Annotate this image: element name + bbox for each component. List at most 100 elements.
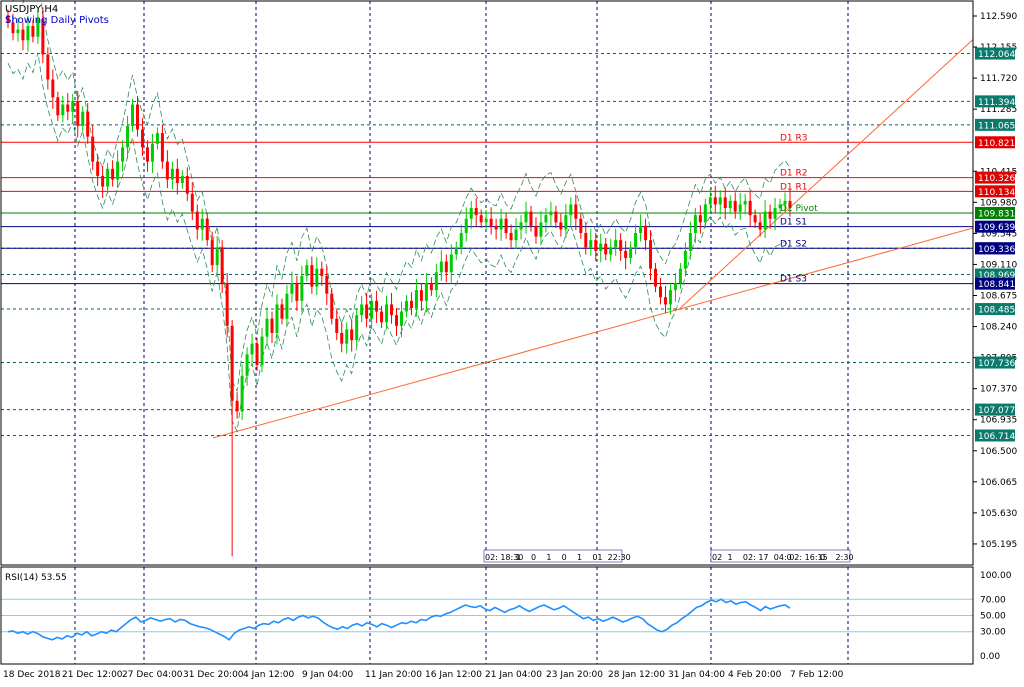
candle-body-72 (365, 304, 369, 319)
candle-body-11 (61, 104, 65, 116)
candle-body-134 (673, 283, 677, 291)
candle-2 (16, 18, 20, 42)
candle-body-123 (619, 240, 623, 251)
candle-94 (474, 198, 478, 227)
candle-89 (449, 244, 453, 284)
candle-68 (345, 322, 349, 354)
pivot-value-label-2-box (975, 185, 1015, 198)
candle-body-85 (429, 283, 433, 291)
candle-body-135 (678, 268, 682, 283)
candle-body-12 (66, 104, 70, 112)
session-b-label-4: 04:0 (774, 553, 792, 562)
candle-26 (136, 95, 140, 137)
candle-body-107 (539, 222, 543, 237)
y-tick-label-8: 108.675 (980, 291, 1017, 301)
candle-9 (51, 69, 55, 109)
candle-97 (489, 207, 493, 235)
candle-88 (444, 254, 448, 283)
candle-139 (698, 205, 702, 234)
trendline-lower (212, 227, 974, 439)
candle-body-26 (136, 104, 140, 130)
price-level-label-2-box (975, 118, 1015, 131)
candle-91 (459, 224, 463, 255)
candle-96 (484, 210, 488, 230)
pivot-label-1: D1 R2 (780, 169, 808, 179)
candle-body-53 (270, 318, 274, 333)
candle-15 (81, 105, 85, 132)
candle-54 (275, 294, 279, 345)
candle-body-47 (240, 375, 244, 412)
candle-body-78 (395, 315, 399, 326)
candle-body-5 (31, 25, 35, 37)
candle-109 (549, 201, 553, 227)
candle-body-86 (434, 272, 438, 291)
price-level-label-1-box (975, 95, 1015, 108)
price-level-label-0-box (975, 47, 1015, 60)
candle-65 (330, 287, 334, 325)
candle-43 (220, 240, 224, 293)
candle-101 (509, 224, 513, 248)
candle-body-103 (519, 222, 523, 230)
candle-body-154 (773, 208, 777, 219)
candle-body-144 (723, 197, 727, 209)
y-tick-label-6: 109.545 (980, 229, 1017, 239)
candle-body-105 (529, 211, 533, 226)
y-tick-label-9: 108.240 (980, 323, 1017, 333)
candle-body-48 (245, 354, 249, 376)
candle-145 (728, 195, 732, 214)
candle-body-39 (200, 218, 204, 230)
pivot-value-label-0-box (975, 136, 1015, 149)
candle-body-119 (599, 243, 603, 251)
candle-71 (360, 295, 364, 323)
price-level-label-6: 107.736 (978, 359, 1015, 369)
candle-17 (91, 125, 95, 171)
candle-5 (31, 20, 35, 43)
candle-77 (390, 292, 394, 324)
candle-body-131 (658, 286, 662, 298)
candle-31 (160, 124, 164, 169)
candle-78 (395, 307, 399, 336)
candle-83 (419, 283, 423, 311)
candle-body-32 (165, 161, 169, 180)
candle-body-89 (449, 254, 453, 273)
candle-body-106 (534, 225, 538, 237)
candle-body-69 (350, 329, 354, 341)
candle-body-41 (210, 240, 214, 266)
candle-body-79 (399, 311, 403, 326)
candle-body-125 (629, 247, 633, 259)
candle-body-44 (225, 283, 229, 326)
candle-146 (733, 192, 737, 219)
candle-body-118 (594, 240, 598, 251)
candle-147 (738, 193, 742, 221)
candle-111 (559, 213, 563, 237)
rsi-y-tick-label-2: 50.00 (980, 612, 1006, 622)
candle-116 (584, 224, 588, 255)
candle-34 (175, 158, 179, 195)
pivot-value-label-5-box (975, 242, 1015, 255)
candle-body-113 (569, 204, 573, 216)
pivot-value-label-0: 110.821 (978, 139, 1015, 149)
candle-3 (21, 22, 25, 51)
candle-66 (335, 310, 339, 341)
candle-4 (26, 15, 30, 52)
candle-140 (703, 198, 707, 229)
candle-133 (668, 283, 672, 315)
candle-body-150 (753, 215, 757, 223)
candle-body-111 (559, 222, 563, 230)
candle-body-120 (604, 243, 608, 255)
candle-body-124 (624, 250, 628, 259)
y-tick-label-2: 111.720 (980, 74, 1017, 84)
candle-74 (375, 290, 379, 323)
candle-69 (350, 319, 354, 352)
candle-113 (569, 197, 573, 226)
candle-body-0 (6, 15, 10, 23)
candle-body-40 (205, 218, 209, 241)
candle-45 (230, 320, 234, 557)
candle-body-54 (275, 304, 279, 333)
candle-49 (250, 333, 254, 366)
candle-144 (723, 187, 727, 220)
candle-body-34 (175, 168, 179, 184)
candle-body-87 (439, 261, 443, 273)
candle-23 (121, 140, 125, 172)
